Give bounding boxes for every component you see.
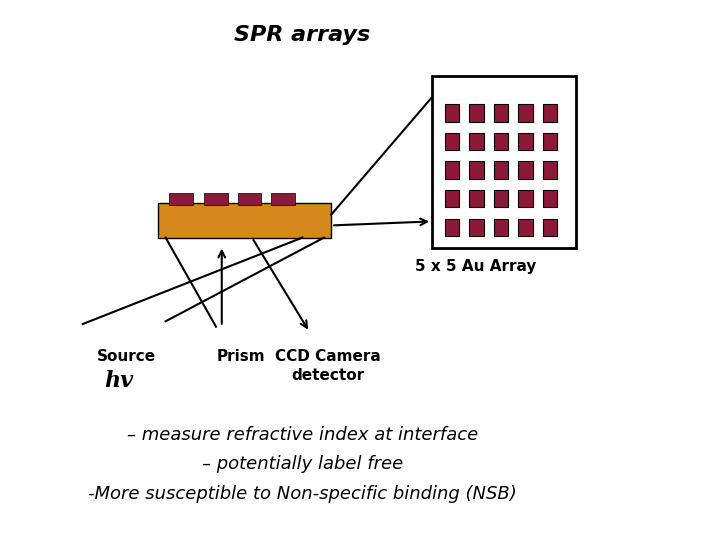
Bar [518,161,533,179]
Bar [494,161,508,179]
Text: detector: detector [291,368,364,383]
Text: Source: Source [96,349,156,364]
Bar [445,190,459,207]
Text: – measure refractive index at interface: – measure refractive index at interface [127,426,478,444]
Bar [204,193,228,205]
Bar [543,219,557,236]
Bar [543,161,557,179]
Bar [469,219,484,236]
Bar [445,133,459,150]
Bar [494,133,508,150]
Text: SPR arrays: SPR arrays [234,25,371,45]
Bar [543,104,557,122]
Text: 5 x 5 Au Array: 5 x 5 Au Array [415,259,536,274]
Bar [445,161,459,179]
Bar [494,104,508,122]
Bar [469,161,484,179]
Text: hv: hv [104,370,133,392]
Bar [518,190,533,207]
Bar [169,193,193,205]
Bar [543,190,557,207]
Text: CCD Camera: CCD Camera [275,349,380,364]
Bar [494,190,508,207]
Bar [445,104,459,122]
Bar [469,133,484,150]
Text: – potentially label free: – potentially label free [202,455,403,474]
Bar [494,219,508,236]
Bar [469,190,484,207]
Bar [158,202,331,238]
Bar [543,133,557,150]
Text: -More susceptible to Non-specific binding (NSB): -More susceptible to Non-specific bindin… [88,485,517,503]
Bar [445,219,459,236]
Bar [518,133,533,150]
Bar [271,193,295,205]
Bar [469,104,484,122]
Bar [518,219,533,236]
Text: Prism: Prism [217,349,266,364]
Bar [432,76,576,248]
Bar [518,104,533,122]
Bar [238,193,261,205]
